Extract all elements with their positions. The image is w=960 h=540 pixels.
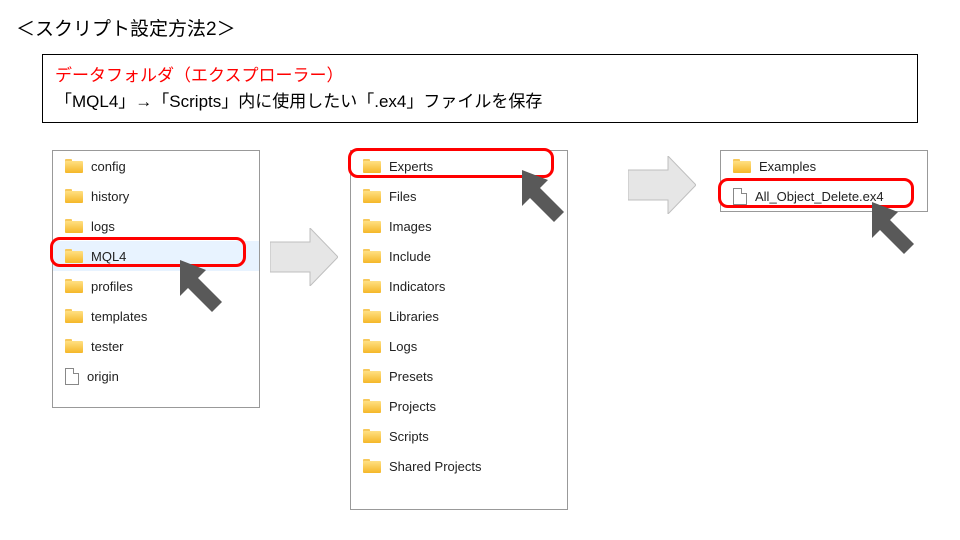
- list-item[interactable]: All_Object_Delete.ex4: [721, 181, 927, 211]
- list-item[interactable]: Scripts: [351, 421, 567, 451]
- page-title: ＜スクリプト設定方法2＞: [16, 14, 236, 41]
- list-item[interactable]: logs: [53, 211, 259, 241]
- folder-icon: [363, 159, 381, 173]
- folder-icon: [363, 189, 381, 203]
- folder-icon: [65, 309, 83, 323]
- folder-icon: [363, 399, 381, 413]
- list-item[interactable]: MQL4: [53, 241, 259, 271]
- item-label: tester: [91, 339, 124, 354]
- list-item[interactable]: Projects: [351, 391, 567, 421]
- item-label: Files: [389, 189, 416, 204]
- folder-panel-mql4: Experts Files Images Include Indicators Libra…: [350, 150, 568, 510]
- item-label: Shared Projects: [389, 459, 482, 474]
- item-label: profiles: [91, 279, 133, 294]
- folder-panel-root: config history logs MQL4 profiles templates te…: [52, 150, 260, 408]
- folder-icon: [363, 339, 381, 353]
- list-item[interactable]: Images: [351, 211, 567, 241]
- folder-icon: [65, 279, 83, 293]
- item-label: Projects: [389, 399, 436, 414]
- list-item[interactable]: Presets: [351, 361, 567, 391]
- folder-icon: [363, 309, 381, 323]
- item-label: Presets: [389, 369, 433, 384]
- item-label: Libraries: [389, 309, 439, 324]
- instruction-line2: 「MQL4」→「Scripts」内に使用したい「.ex4」ファイルを保存: [55, 89, 905, 115]
- item-label: templates: [91, 309, 147, 324]
- list-item[interactable]: history: [53, 181, 259, 211]
- folder-panel-scripts: Examples All_Object_Delete.ex4: [720, 150, 928, 212]
- list-item[interactable]: Libraries: [351, 301, 567, 331]
- folder-icon: [363, 369, 381, 383]
- instruction-box: データフォルダ（エクスプローラー） 「MQL4」→「Scripts」内に使用した…: [42, 54, 918, 123]
- folder-icon: [363, 279, 381, 293]
- list-item[interactable]: tester: [53, 331, 259, 361]
- list-item[interactable]: Shared Projects: [351, 451, 567, 481]
- item-label: Examples: [759, 159, 816, 174]
- list-item[interactable]: templates: [53, 301, 259, 331]
- item-label: origin: [87, 369, 119, 384]
- item-label: logs: [91, 219, 115, 234]
- nav-arrow-1: [270, 228, 338, 286]
- folder-icon: [65, 189, 83, 203]
- list-item[interactable]: Logs: [351, 331, 567, 361]
- list-item[interactable]: Include: [351, 241, 567, 271]
- folder-icon: [65, 339, 83, 353]
- item-label: Logs: [389, 339, 417, 354]
- item-label: config: [91, 159, 126, 174]
- item-label: history: [91, 189, 129, 204]
- item-label: Indicators: [389, 279, 445, 294]
- item-label: MQL4: [91, 249, 126, 264]
- item-label: Include: [389, 249, 431, 264]
- item-label: All_Object_Delete.ex4: [755, 189, 884, 204]
- item-label: Images: [389, 219, 432, 234]
- folder-icon: [363, 249, 381, 263]
- item-label: Scripts: [389, 429, 429, 444]
- folder-icon: [363, 219, 381, 233]
- folder-icon: [65, 159, 83, 173]
- list-item[interactable]: config: [53, 151, 259, 181]
- list-item[interactable]: profiles: [53, 271, 259, 301]
- list-item[interactable]: Indicators: [351, 271, 567, 301]
- list-item[interactable]: Experts: [351, 151, 567, 181]
- folder-icon: [65, 249, 83, 263]
- folder-icon: [65, 219, 83, 233]
- folder-icon: [363, 459, 381, 473]
- file-icon: [733, 188, 747, 205]
- item-label: Experts: [389, 159, 433, 174]
- instruction-line1: データフォルダ（エクスプローラー）: [55, 63, 905, 89]
- folder-icon: [733, 159, 751, 173]
- list-item[interactable]: origin: [53, 361, 259, 391]
- file-icon: [65, 368, 79, 385]
- nav-arrow-2: [628, 156, 696, 214]
- list-item[interactable]: Files: [351, 181, 567, 211]
- folder-icon: [363, 429, 381, 443]
- list-item[interactable]: Examples: [721, 151, 927, 181]
